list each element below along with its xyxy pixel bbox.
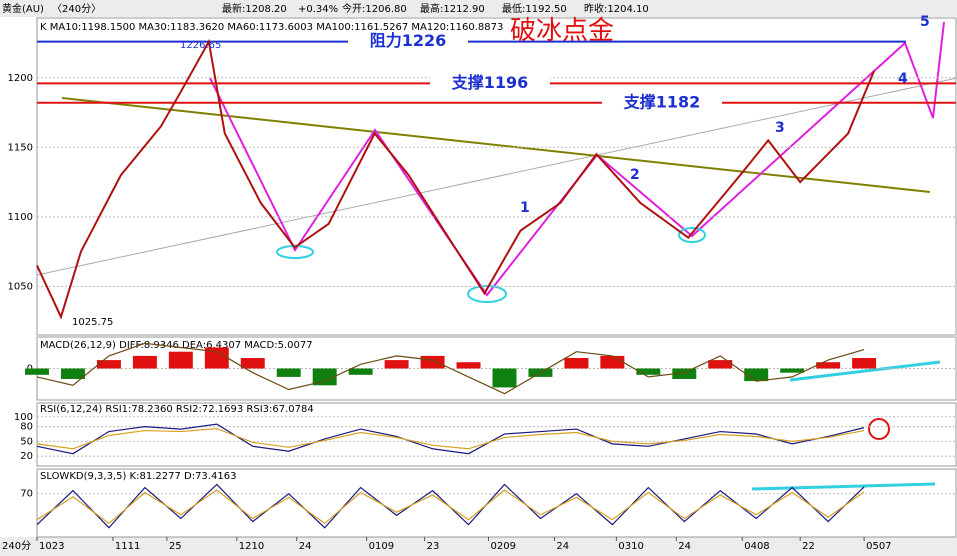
marker-circle: [868, 418, 890, 440]
main-panel: [36, 17, 957, 336]
kd-panel: [36, 468, 957, 538]
divergence-line: [751, 482, 936, 491]
macd-legend: MACD(26,12,9) DIFF:8.9346 DEA:6.4307 MAC…: [40, 340, 313, 351]
macd-bar: [600, 355, 625, 369]
macd-bar: [564, 358, 589, 369]
x-tick-label: 24: [678, 541, 691, 552]
series-line: [36, 342, 865, 395]
quote: 昨收:1204.10: [584, 2, 649, 15]
series-line: [36, 489, 865, 525]
quote: 最低:1192.50: [502, 2, 567, 15]
header-bar: [0, 0, 957, 17]
x-tick-label: 0209: [491, 541, 516, 552]
level-label: 支撑1182: [623, 92, 701, 111]
panels: [36, 17, 957, 538]
y-tick-label: 50: [20, 436, 33, 447]
y-tick-label: 1050: [8, 281, 33, 292]
trend-line: [36, 77, 957, 276]
series-line: [36, 38, 876, 320]
macd-bar: [132, 355, 157, 369]
y-tick-label: 80: [20, 422, 33, 433]
macd-bar: [96, 360, 121, 369]
trend-line: [61, 97, 931, 193]
symbol: 黄金(AU): [2, 2, 44, 15]
x-tick-label: 23: [427, 541, 440, 552]
annotation: 1025.75: [72, 317, 113, 328]
period: 〈240分〉: [52, 3, 101, 15]
macd-bar: [60, 368, 85, 379]
x-tick-label: 0507: [866, 541, 891, 552]
y-tick-label: 1100: [8, 212, 33, 223]
level-label-bg: [430, 74, 550, 93]
annotation: 1226.65: [180, 40, 221, 51]
macd-bar: [348, 368, 373, 375]
macd-bar: [816, 362, 841, 369]
footer-bar: [0, 537, 957, 556]
macd-bar: [312, 368, 337, 386]
ma-legend: K MA10:1198.1500 MA30:1183.3620 MA60:117…: [40, 22, 503, 33]
x-tick-label: 0408: [744, 541, 769, 552]
macd-bar: [240, 358, 265, 369]
x-tick-label: 0310: [618, 541, 643, 552]
x-axis-label: 240分: [2, 540, 31, 552]
annotation: 2: [630, 167, 640, 183]
kd-legend: SLOWKD(9,3,3,5) K:81.2277 D:73.4163: [40, 471, 236, 482]
annotation: 4: [898, 71, 908, 87]
macd-bar: [780, 368, 805, 373]
macd-bar: [168, 351, 193, 369]
x-tick-label: 22: [802, 541, 815, 552]
divergence-line: [789, 360, 941, 382]
rsi-panel: [36, 402, 957, 467]
series-line: [36, 423, 865, 455]
y-tick-label: 20: [20, 451, 33, 462]
quote: 最新:1208.20: [222, 2, 287, 15]
macd-bar: [708, 360, 733, 369]
rsi-legend: RSI(6,12,24) RSI1:78.2360 RSI2:72.1693 R…: [40, 404, 314, 415]
macd-bar: [456, 362, 481, 369]
level-label-bg: [602, 93, 722, 112]
macd-bar: [852, 358, 877, 369]
quote: 最高:1212.90: [420, 2, 485, 15]
macd-bar: [420, 355, 445, 369]
quote: 今开:1206.80: [342, 2, 407, 15]
macd-bar: [636, 368, 661, 375]
annotation: 5: [920, 14, 930, 30]
y-tick-label: 70: [20, 489, 33, 500]
x-tick-label: 24: [556, 541, 569, 552]
x-tick-label: 25: [169, 541, 182, 552]
x-tick-label: 24: [299, 541, 312, 552]
wave-line: [209, 21, 945, 297]
annotation: 1: [520, 200, 530, 216]
y-tick-label: 1150: [8, 142, 33, 153]
macd-bar: [384, 360, 409, 369]
macd-bar: [276, 368, 301, 377]
x-tick-label: 0109: [369, 541, 394, 552]
macd-bar: [25, 368, 49, 375]
x-tick-label: 1210: [239, 541, 264, 552]
macd-bar: [672, 368, 697, 379]
level-label: 阻力1226: [370, 31, 447, 50]
y-tick-label: 100: [14, 412, 33, 423]
macd-bar: [492, 368, 517, 388]
level-label: 支撑1196: [451, 73, 529, 92]
x-tick-label: 1111: [115, 541, 140, 552]
chart-title: 破冰点金: [510, 16, 614, 46]
marker-ellipse: [678, 227, 706, 243]
level-label-bg: [348, 32, 468, 51]
x-tick-label: 1023: [39, 541, 64, 552]
macd-bar: [744, 368, 769, 382]
series-line: [36, 427, 865, 450]
y-tick-label: 1200: [8, 73, 33, 84]
macd-bar: [204, 347, 229, 369]
quote: +0.34%: [298, 4, 338, 15]
annotation: 3: [775, 120, 785, 136]
